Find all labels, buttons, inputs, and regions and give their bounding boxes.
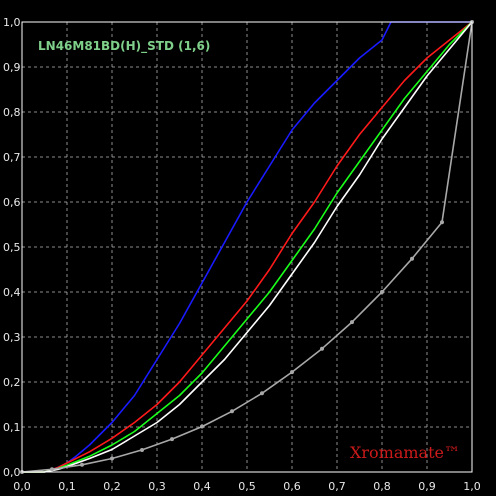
y-tick-label: 0,5 (3, 241, 21, 254)
x-tick-label: 0,5 (238, 480, 256, 493)
x-tick-label: 0,0 (13, 480, 31, 493)
series-line-2 (22, 21, 473, 473)
series-4-point (439, 220, 444, 225)
x-tick-label: 0,3 (148, 480, 166, 493)
series-4-point (140, 447, 145, 452)
y-tick-label: 0,8 (3, 106, 21, 119)
y-tick-label: 0,2 (3, 376, 21, 389)
series-line-4 (21, 21, 473, 473)
series-4-point (230, 409, 235, 414)
series-4-point (110, 456, 114, 461)
y-tick-label: 0,1 (3, 421, 21, 434)
series-4-point (259, 391, 264, 396)
x-tick-label: 0,1 (58, 480, 76, 493)
series-4-point (169, 437, 174, 442)
y-tick-label: 0,3 (3, 331, 21, 344)
series-4-point (79, 462, 84, 467)
y-tick-label: 1,0 (3, 16, 21, 29)
plot-frame (21, 21, 473, 473)
series-4-point (410, 256, 415, 261)
series-line-3 (22, 21, 473, 473)
y-tick-label: 0,7 (3, 151, 21, 164)
chart-title: LN46M81BD(H)_STD (1,6) (38, 39, 210, 54)
tick-labels: 0,0 0,1 0,2 0,3 0,4 0,5 0,6 0,7 0,8 0,9 1,0 0,0 0,1 0… (3, 16, 481, 493)
x-tick-label: 0,9 (418, 480, 436, 493)
series-4-point (349, 320, 354, 325)
y-tick-label: 0,6 (3, 196, 21, 209)
x-tick-label: 0,6 (283, 480, 301, 493)
y-tick-label: 0,0 (3, 466, 21, 479)
x-tick-label: 0,2 (103, 480, 121, 493)
series-4-point (380, 290, 384, 294)
series-4-point (200, 424, 204, 429)
series-line-1 (22, 21, 473, 473)
watermark-logo-text: Xromamate™ (350, 443, 460, 462)
x-tick-label: 0,8 (373, 480, 391, 493)
x-tick-label: 0,4 (193, 480, 211, 493)
y-tick-label: 0,4 (3, 286, 21, 299)
x-tick-label: 1,0 (463, 480, 481, 493)
series-4-point (320, 346, 325, 351)
series-4-point (290, 370, 294, 375)
x-tick-label: 0,7 (328, 480, 346, 493)
y-tick-label: 0,9 (3, 61, 21, 74)
series-4-point (50, 467, 55, 472)
